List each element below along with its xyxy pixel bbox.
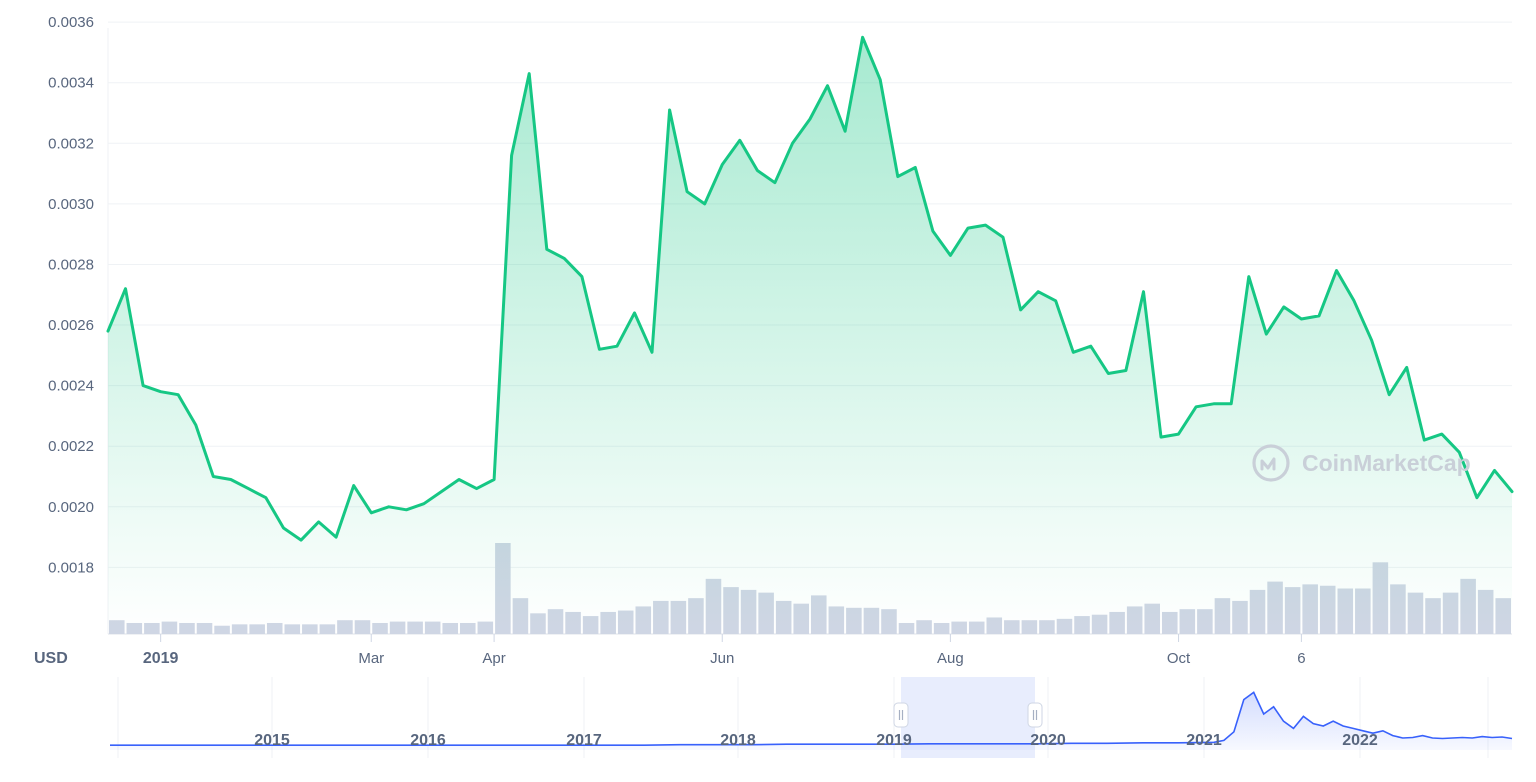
currency-label: USD [34, 650, 68, 667]
navigator-area [110, 692, 1512, 750]
navigator-year-label: 2021 [1186, 732, 1222, 749]
watermark-text: CoinMarketCap [1302, 450, 1471, 476]
navigator-series [110, 691, 1513, 750]
x-tick-label: Oct [1167, 650, 1191, 667]
navigator-year-label: 2022 [1342, 732, 1378, 749]
y-tick-label: 0.0036 [48, 14, 94, 31]
navigator-year-label: 2020 [1030, 732, 1066, 749]
y-axis: 0.0018 0.0020 0.0022 0.0024 0.0026 0.0028 0.00… [48, 14, 94, 576]
y-tick-label: 0.0026 [48, 317, 94, 334]
y-tick-label: 0.0034 [48, 75, 94, 92]
navigator-right-handle[interactable] [1027, 702, 1043, 728]
navigator-year-label: 2016 [410, 732, 446, 749]
y-tick-label: 0.0022 [48, 438, 94, 455]
price-line [106, 35, 1514, 542]
navigator-year-labels: 2015 2016 2017 2018 2019 2020 2021 2022 [254, 732, 1378, 749]
watermark: CoinMarketCap [1252, 444, 1471, 482]
price-area-fill [108, 37, 1512, 635]
y-tick-label: 0.0020 [48, 499, 94, 516]
x-axis: 2019 Mar Apr Jun Aug Oct 6 [143, 634, 1306, 667]
y-tick-label: 0.0030 [48, 196, 94, 213]
navigator-left-handle[interactable] [893, 702, 909, 728]
navigator-year-label: 2019 [876, 732, 912, 749]
navigator-year-label: 2018 [720, 732, 756, 749]
navigator-year-label: 2015 [254, 732, 290, 749]
price-area [108, 37, 1512, 635]
x-tick-label: 2019 [143, 650, 179, 667]
price-line-path [106, 35, 1514, 542]
y-tick-label: 0.0028 [48, 256, 94, 273]
x-tick-label: Mar [358, 650, 384, 667]
time-navigator[interactable]: 2015 2016 2017 2018 2019 2020 2021 2022 [110, 677, 1513, 758]
navigator-line [110, 691, 1513, 746]
x-tick-label: Apr [482, 650, 505, 667]
x-tick-label: Aug [937, 650, 964, 667]
y-tick-label: 0.0032 [48, 135, 94, 152]
x-tick-label: Jun [710, 650, 734, 667]
navigator-year-label: 2017 [566, 732, 602, 749]
y-tick-label: 0.0018 [48, 559, 94, 576]
y-tick-label: 0.0024 [48, 378, 94, 395]
x-tick-label: 6 [1297, 650, 1305, 667]
coinmarketcap-logo-icon [1252, 444, 1290, 482]
